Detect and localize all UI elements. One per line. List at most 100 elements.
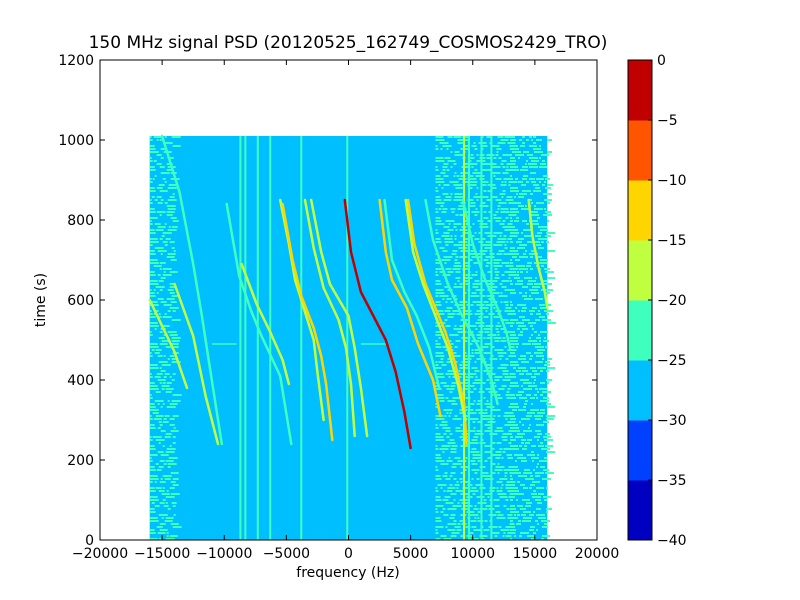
noise-speckle [443, 514, 449, 516]
noise-speckle [469, 418, 479, 420]
noise-speckle [455, 427, 461, 429]
noise-speckle [158, 514, 168, 516]
noise-speckle [485, 310, 488, 312]
noise-speckle [512, 151, 522, 153]
noise-speckle [435, 304, 442, 306]
noise-speckle [505, 199, 514, 201]
noise-speckle [161, 388, 165, 390]
noise-speckle [439, 424, 448, 426]
noise-speckle [454, 526, 461, 528]
noise-speckle [531, 538, 537, 540]
noise-speckle [153, 289, 156, 291]
noise-speckle [159, 523, 166, 525]
noise-speckle [530, 313, 534, 315]
noise-speckle [149, 250, 155, 252]
noise-speckle [499, 496, 508, 498]
noise-speckle [494, 349, 504, 351]
noise-speckle [457, 280, 460, 282]
noise-speckle [530, 526, 536, 528]
noise-speckle [483, 217, 489, 219]
noise-speckle [510, 226, 516, 228]
noise-speckle [149, 220, 152, 222]
noise-speckle [469, 490, 479, 492]
noise-speckle [459, 412, 463, 414]
noise-speckle [172, 484, 179, 486]
noise-speckle [435, 376, 445, 378]
noise-speckle [159, 190, 168, 192]
noise-speckle [543, 397, 550, 399]
noise-speckle [523, 406, 527, 408]
noise-speckle [519, 268, 529, 270]
noise-speckle [156, 154, 162, 156]
noise-speckle [435, 175, 441, 177]
noise-speckle [455, 340, 461, 342]
noise-speckle [472, 286, 479, 288]
noise-speckle [453, 175, 456, 177]
noise-speckle [537, 523, 540, 525]
noise-speckle [170, 481, 176, 483]
noise-speckle [468, 532, 474, 534]
noise-speckle [494, 376, 503, 378]
noise-speckle [481, 439, 484, 441]
noise-speckle [440, 511, 444, 513]
noise-speckle [465, 265, 471, 267]
noise-speckle [173, 427, 176, 429]
noise-speckle [435, 469, 439, 471]
noise-speckle [500, 184, 507, 186]
noise-speckle [469, 205, 476, 207]
noise-speckle [510, 346, 514, 348]
noise-speckle [455, 271, 461, 273]
noise-speckle [497, 142, 506, 144]
noise-speckle [526, 160, 529, 162]
noise-speckle [169, 292, 175, 294]
noise-speckle [510, 508, 517, 510]
noise-speckle [445, 502, 454, 504]
noise-speckle [435, 199, 442, 201]
noise-speckle [546, 304, 552, 306]
noise-speckle [519, 421, 522, 423]
noise-speckle [162, 475, 172, 477]
noise-speckle [468, 409, 474, 411]
noise-speckle [163, 376, 167, 378]
noise-speckle [508, 430, 515, 432]
noise-speckle [527, 412, 536, 414]
noise-speckle [501, 457, 504, 459]
noise-speckle [538, 310, 541, 312]
noise-speckle [157, 403, 160, 405]
noise-speckle [530, 256, 534, 258]
noise-speckle [467, 184, 477, 186]
noise-speckle [518, 196, 525, 198]
noise-speckle [510, 148, 520, 150]
noise-speckle [471, 166, 474, 168]
noise-speckle [162, 421, 169, 423]
noise-speckle [478, 316, 482, 318]
noise-speckle [479, 250, 488, 252]
noise-speckle [171, 226, 178, 228]
noise-speckle [476, 334, 483, 336]
noise-speckle [487, 496, 490, 498]
noise-speckle [473, 142, 476, 144]
noise-speckle [484, 460, 488, 462]
noise-speckle [528, 163, 538, 165]
noise-speckle [476, 310, 483, 312]
noise-speckle [532, 460, 535, 462]
noise-speckle [435, 274, 439, 276]
noise-speckle [149, 511, 156, 513]
noise-speckle [451, 211, 455, 213]
colorbar-tick-label: −5 [657, 113, 678, 129]
noise-speckle [510, 157, 516, 159]
noise-speckle [447, 508, 457, 510]
noise-speckle [509, 493, 518, 495]
noise-speckle [503, 532, 506, 534]
noise-speckle [441, 187, 444, 189]
noise-speckle [464, 379, 470, 381]
noise-speckle [507, 421, 516, 423]
noise-speckle [453, 520, 457, 522]
colorbar: −40−35−30−25−20−15−10−50 [627, 53, 687, 549]
noise-speckle [454, 283, 457, 285]
noise-speckle [459, 283, 463, 285]
colorbar-segment [628, 240, 652, 301]
noise-speckle [494, 505, 500, 507]
noise-speckle [532, 496, 542, 498]
noise-speckle [481, 145, 488, 147]
